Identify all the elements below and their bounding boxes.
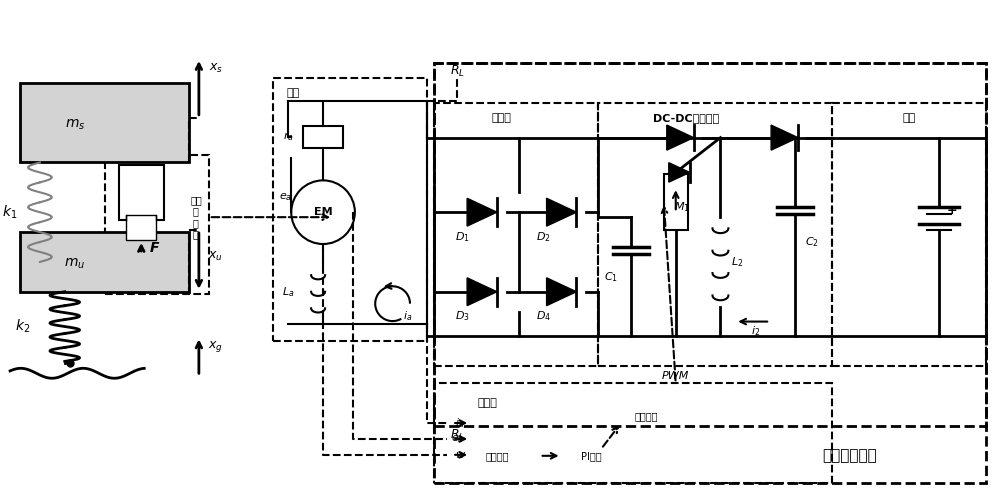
Text: 控制输出: 控制输出 [634, 411, 658, 421]
Polygon shape [467, 278, 497, 306]
Text: $i_2$: $i_2$ [751, 325, 760, 338]
Text: $i_a$: $i_a$ [403, 309, 412, 324]
Text: PWM: PWM [662, 371, 689, 381]
Polygon shape [667, 125, 694, 150]
Polygon shape [771, 125, 798, 150]
Text: $k_1$: $k_1$ [2, 204, 18, 221]
Polygon shape [547, 278, 576, 306]
Text: +: + [947, 204, 958, 216]
FancyBboxPatch shape [20, 232, 189, 292]
Text: EM: EM [314, 207, 332, 217]
Text: 阻尼控制电路: 阻尼控制电路 [822, 448, 877, 463]
Text: 数据采集: 数据采集 [485, 451, 509, 461]
Text: $D_1$: $D_1$ [455, 230, 470, 244]
Text: F: F [149, 241, 159, 255]
FancyBboxPatch shape [20, 83, 189, 162]
Polygon shape [467, 198, 497, 226]
Text: 馈能
作
动
器: 馈能 作 动 器 [190, 195, 202, 240]
Text: $D_3$: $D_3$ [455, 309, 470, 324]
Text: $x_g$: $x_g$ [208, 339, 223, 354]
Text: $m_u$: $m_u$ [64, 257, 85, 271]
Text: $C_2$: $C_2$ [805, 235, 819, 249]
FancyBboxPatch shape [126, 215, 156, 240]
Text: $M_1$: $M_1$ [674, 200, 690, 214]
FancyBboxPatch shape [664, 174, 688, 230]
Text: 整流桥: 整流桥 [492, 113, 512, 123]
Text: $R_L$: $R_L$ [450, 63, 465, 79]
Text: $i_a$: $i_a$ [455, 416, 464, 430]
Text: w: w [455, 450, 464, 460]
Polygon shape [669, 163, 690, 182]
Text: $L_a$: $L_a$ [282, 285, 295, 299]
Text: $x_u$: $x_u$ [208, 250, 223, 264]
Text: $e_a$: $e_a$ [451, 433, 464, 445]
Text: $k_2$: $k_2$ [15, 318, 31, 335]
FancyBboxPatch shape [303, 125, 343, 148]
Text: $D_4$: $D_4$ [536, 309, 551, 324]
Text: $e_a$: $e_a$ [279, 191, 292, 203]
Text: $R_L$: $R_L$ [450, 429, 465, 443]
Text: $C_1$: $C_1$ [604, 270, 618, 284]
Text: DC-DC变换电路: DC-DC变换电路 [653, 113, 719, 123]
Text: 电机: 电机 [287, 88, 300, 98]
Text: $x_s$: $x_s$ [209, 62, 223, 75]
Text: $m_s$: $m_s$ [65, 118, 85, 132]
Text: $r_a$: $r_a$ [283, 130, 294, 143]
Polygon shape [547, 198, 576, 226]
FancyBboxPatch shape [119, 165, 164, 220]
Text: 电池: 电池 [903, 113, 916, 123]
Text: PI控制: PI控制 [581, 451, 602, 461]
Text: $D_2$: $D_2$ [536, 230, 551, 244]
Circle shape [291, 181, 355, 244]
Text: 控制器: 控制器 [477, 398, 497, 408]
Text: $L_2$: $L_2$ [731, 255, 744, 269]
